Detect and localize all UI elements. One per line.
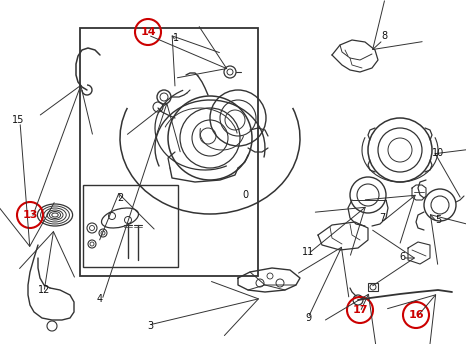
Text: 2: 2 [117,193,123,203]
Bar [368,283,378,291]
Text: 11: 11 [302,247,314,257]
Text: 3: 3 [147,321,153,331]
Text: 16: 16 [408,310,424,320]
Bar [83,185,178,267]
Text: 8: 8 [381,31,387,41]
Text: 5: 5 [435,215,441,225]
Bar [80,28,258,276]
Text: 6: 6 [399,252,405,262]
Text: 4: 4 [97,294,103,304]
Text: 15: 15 [12,115,24,125]
Text: 13: 13 [22,210,38,220]
Text: 10: 10 [432,148,444,158]
Text: 12: 12 [38,285,50,295]
Text: 0: 0 [242,190,248,200]
Text: 14: 14 [140,27,156,37]
Text: 7: 7 [379,213,385,223]
Text: 17: 17 [352,305,368,315]
Text: 9: 9 [305,313,311,323]
Text: 1: 1 [173,33,179,43]
